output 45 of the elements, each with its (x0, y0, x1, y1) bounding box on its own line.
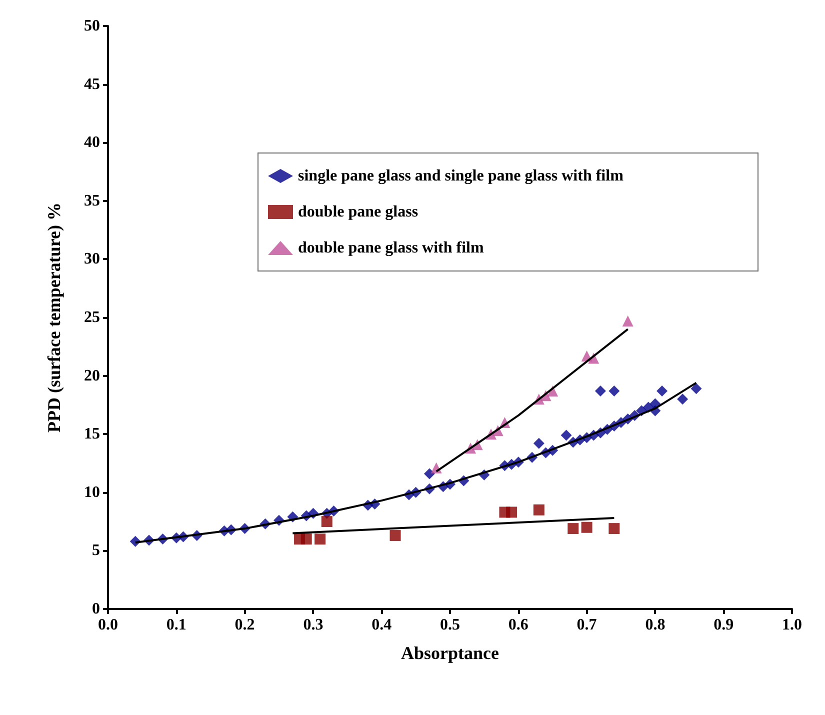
x-tick-label: 0.0 (98, 616, 118, 634)
point (622, 316, 634, 326)
x-axis-title: Absorptance (401, 643, 500, 663)
point (321, 516, 332, 528)
point (568, 523, 579, 534)
x-tick-label: 0.5 (440, 616, 460, 634)
legend-label: double pane glass with film (298, 240, 484, 256)
point (314, 534, 326, 545)
legend-label: double pane glass (298, 204, 418, 220)
point (424, 468, 435, 480)
y-tick-label: 35 (84, 192, 100, 210)
y-tick-label: 25 (84, 309, 100, 326)
point (533, 504, 544, 516)
y-tick-label: 20 (84, 367, 100, 384)
point (677, 394, 688, 405)
y-tick-label: 5 (92, 542, 100, 560)
point (560, 430, 572, 441)
x-tick-label: 0.1 (166, 616, 186, 634)
y-tick-label: 45 (84, 76, 100, 93)
point (390, 530, 401, 542)
legend-label: single pane glass and single pane glass with film (298, 168, 624, 184)
point (581, 522, 592, 533)
point (608, 385, 620, 396)
x-tick-label: 0.7 (576, 616, 597, 634)
x-tick-label: 0.6 (508, 616, 528, 634)
x-tick-label: 0.4 (372, 616, 392, 634)
x-tick-label: 1.0 (782, 616, 802, 634)
point (300, 534, 312, 545)
y-tick-label: 40 (84, 134, 100, 152)
point (594, 385, 606, 396)
y-tick-label: 10 (84, 484, 100, 501)
x-tick-label: 0.3 (303, 616, 324, 634)
point (608, 523, 620, 534)
x-tick-label: 0.2 (234, 616, 255, 634)
point (656, 385, 668, 396)
y-tick-label: 30 (84, 250, 100, 268)
y-axis-title: PPD (surface temperature) % (44, 202, 64, 433)
point (533, 438, 544, 449)
x-tick-label: 0.8 (645, 616, 666, 634)
point (506, 506, 518, 518)
x-tick-label: 0.9 (714, 616, 734, 634)
y-tick-label: 0 (92, 600, 100, 618)
y-tick-label: 15 (84, 426, 100, 443)
y-tick-label: 50 (84, 18, 100, 34)
point (690, 383, 702, 394)
